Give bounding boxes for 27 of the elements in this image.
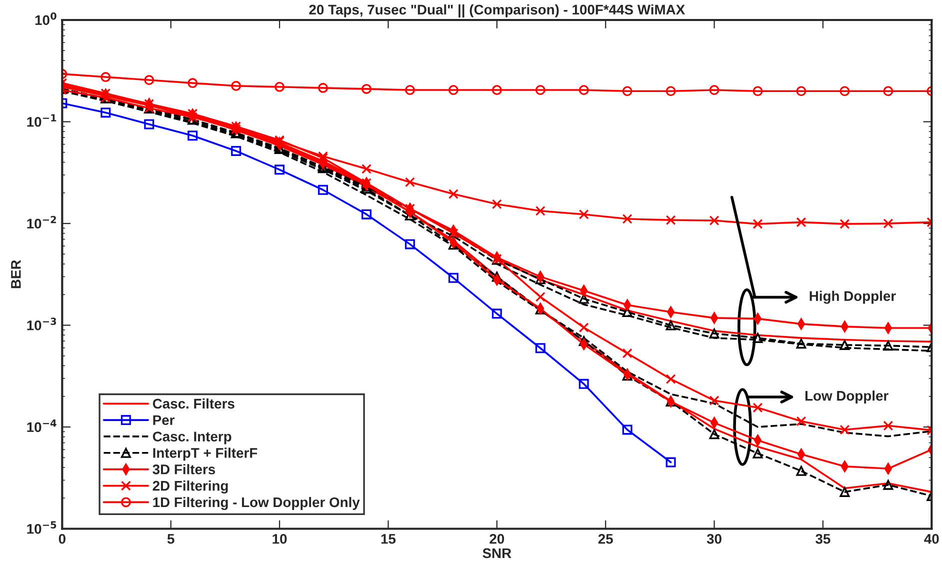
x-tick-label: 35: [816, 534, 830, 544]
annotation: Low Doppler: [805, 390, 888, 404]
y-axis-title: BER: [11, 260, 21, 288]
x-tick-label: 0: [58, 534, 66, 544]
chart-title: 20 Taps, 7usec "Dual" || (Comparison) - 100F*44S WiMAX: [309, 4, 685, 18]
x-tick-label: 10: [272, 534, 287, 544]
legend-label: InterpT + FilterF: [153, 448, 258, 461]
y-tick-label: 10$^{−3}$: [27, 318, 56, 330]
x-tick-label: 30: [706, 534, 722, 544]
legend-label: 2D Filtering: [152, 480, 228, 494]
x-tick-label: 5: [167, 534, 174, 544]
legend-label: Per: [153, 415, 175, 426]
y-tick-label: 10$^{−5}$: [27, 521, 56, 534]
annotation: High Doppler: [810, 290, 896, 304]
legend-label: 1D Filtering - Low Doppler Only: [153, 496, 360, 510]
y-tick-label: 10$^{−2}$: [27, 216, 56, 229]
legend-label: Casc. Interp: [152, 432, 232, 444]
y-tick-label: 10$^{0}$: [35, 12, 56, 26]
x-tick-label: 40: [924, 534, 939, 544]
x-axis-title: SNR: [482, 548, 512, 558]
y-tick-label: 10$^{−4}$: [27, 420, 56, 432]
x-tick-label: 25: [598, 534, 613, 544]
legend-label: Casc. Filters: [152, 398, 234, 409]
legend-label: 3D Filters: [152, 464, 216, 474]
y-tick-label: 10$^{−1}$: [27, 114, 56, 127]
x-tick-label: 20: [490, 534, 504, 544]
x-tick-label: 15: [381, 534, 396, 544]
